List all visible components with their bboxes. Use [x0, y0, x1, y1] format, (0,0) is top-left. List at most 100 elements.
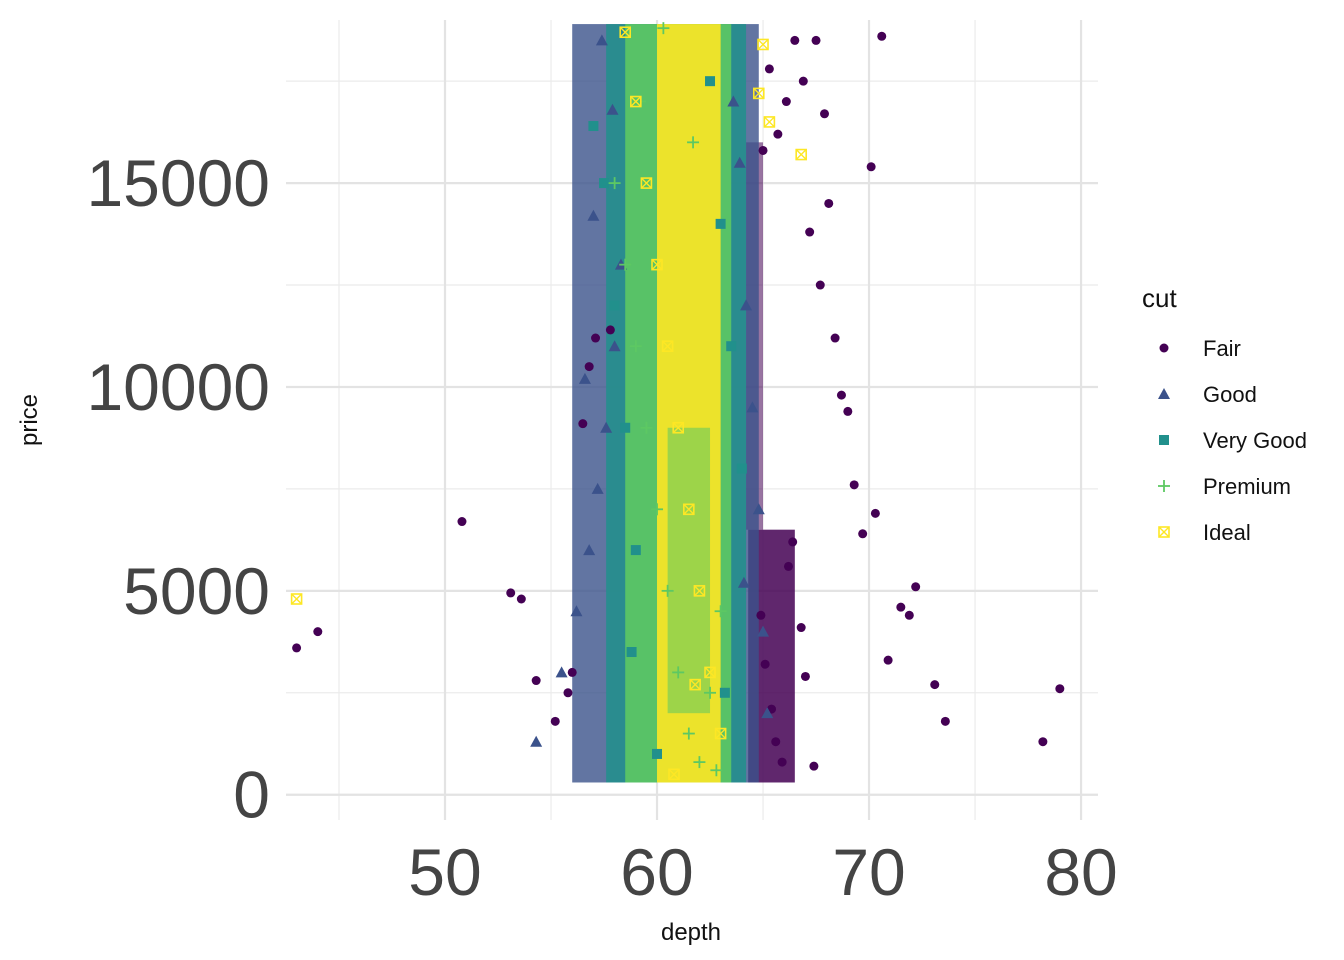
premium-point: [687, 136, 700, 149]
ideal-point: [795, 148, 807, 161]
fair-point: [790, 35, 800, 45]
x-tick-label: 60: [620, 835, 693, 909]
good-point: [606, 103, 619, 115]
legend-label-good: Good: [1203, 382, 1257, 407]
good-point: [555, 666, 568, 678]
fair-point: [292, 643, 302, 653]
fair-point: [313, 627, 323, 637]
premium-point: [714, 605, 727, 618]
x-axis-title: depth: [661, 919, 721, 946]
ideal-point: [693, 585, 706, 597]
fair-point: [849, 480, 859, 490]
fair-point: [516, 594, 526, 604]
legend-label-ideal: Ideal: [1203, 520, 1251, 545]
fair-point: [457, 517, 467, 527]
premium-point: [710, 764, 723, 777]
ideal-point: [757, 38, 769, 51]
legend-key-ideal: [1158, 526, 1170, 538]
ideal-point: [763, 116, 776, 128]
fair-point: [836, 390, 846, 400]
fair-point: [877, 31, 887, 41]
fair-point: [904, 610, 914, 620]
fair-point: [798, 76, 808, 86]
legend-entries: Fair Good Very Good Premium Ideal: [1158, 336, 1307, 545]
very-good-point: [652, 748, 663, 759]
very-good-point: [620, 422, 631, 433]
fair-point: [883, 655, 893, 665]
good-point: [727, 95, 740, 107]
good-point: [761, 707, 774, 719]
premium-density-band: [667, 427, 711, 714]
fair-point: [811, 35, 821, 45]
good-point: [733, 156, 746, 168]
fair-point: [940, 716, 950, 726]
legend-key-good: [1158, 388, 1170, 399]
good-point: [595, 34, 608, 46]
premium-point: [672, 666, 685, 679]
x-tick-labels: 50 60 70 80: [408, 835, 1117, 909]
legend-key-fair: [1159, 343, 1169, 353]
good-point: [752, 503, 765, 515]
good-point: [591, 482, 604, 494]
fair-point: [756, 610, 766, 620]
legend-label-very-good: Very Good: [1203, 428, 1307, 453]
fair-point: [858, 529, 868, 539]
fair-point: [578, 419, 588, 429]
fair-point: [781, 97, 791, 107]
ideal-point: [661, 340, 674, 352]
very-good-point: [736, 463, 747, 474]
legend-label-fair: Fair: [1203, 336, 1241, 361]
very-good-point: [719, 687, 730, 698]
ideal-point: [752, 87, 765, 100]
ideal-point: [689, 678, 701, 691]
fair-point: [796, 623, 806, 633]
fair-point: [1055, 684, 1065, 694]
premium-point: [657, 22, 670, 35]
fair-point: [783, 561, 793, 571]
good-point: [587, 209, 600, 221]
premium-point: [640, 421, 653, 434]
ideal-point: [290, 593, 303, 605]
ideal-point: [630, 95, 642, 108]
premium-point: [661, 584, 674, 597]
very-good-point: [726, 341, 737, 352]
legend-title: cut: [1142, 283, 1177, 313]
y-tick-label: 0: [233, 758, 270, 832]
x-tick-label: 70: [832, 835, 905, 909]
fair-point: [760, 659, 770, 669]
ideal-point: [640, 177, 653, 189]
fair-point: [809, 761, 819, 771]
fair-point: [773, 129, 783, 139]
fair-point: [563, 688, 573, 698]
fair-point: [591, 333, 601, 343]
very-good-point: [705, 76, 716, 87]
fair-point: [605, 325, 615, 335]
ideal-point: [619, 26, 632, 39]
fair-point: [506, 588, 516, 598]
good-point: [608, 340, 621, 352]
x-tick-label: 80: [1044, 835, 1117, 909]
good-point: [530, 735, 543, 747]
fair-point: [550, 716, 560, 726]
ideal-point: [683, 503, 695, 516]
legend-key-very-good: [1159, 435, 1169, 445]
legend: cut Fair Good Very Good Premium Ideal: [1142, 283, 1307, 545]
y-tick-labels: 0 5000 10000 15000: [86, 146, 270, 832]
fair-point: [805, 227, 815, 237]
very-good-point: [588, 121, 599, 132]
fair-point: [870, 508, 880, 518]
very-good-point: [599, 178, 610, 189]
ideal-point: [651, 258, 663, 271]
y-tick-label: 10000: [86, 350, 270, 424]
premium-point: [682, 727, 695, 740]
good-point: [578, 372, 591, 384]
fair-point: [800, 671, 810, 681]
good-point: [583, 544, 596, 556]
good-point: [757, 625, 770, 637]
good-point: [570, 605, 583, 617]
premium-point: [608, 177, 621, 190]
ideal-point: [668, 768, 680, 781]
good-point: [600, 421, 613, 433]
ideal-point: [704, 666, 716, 679]
